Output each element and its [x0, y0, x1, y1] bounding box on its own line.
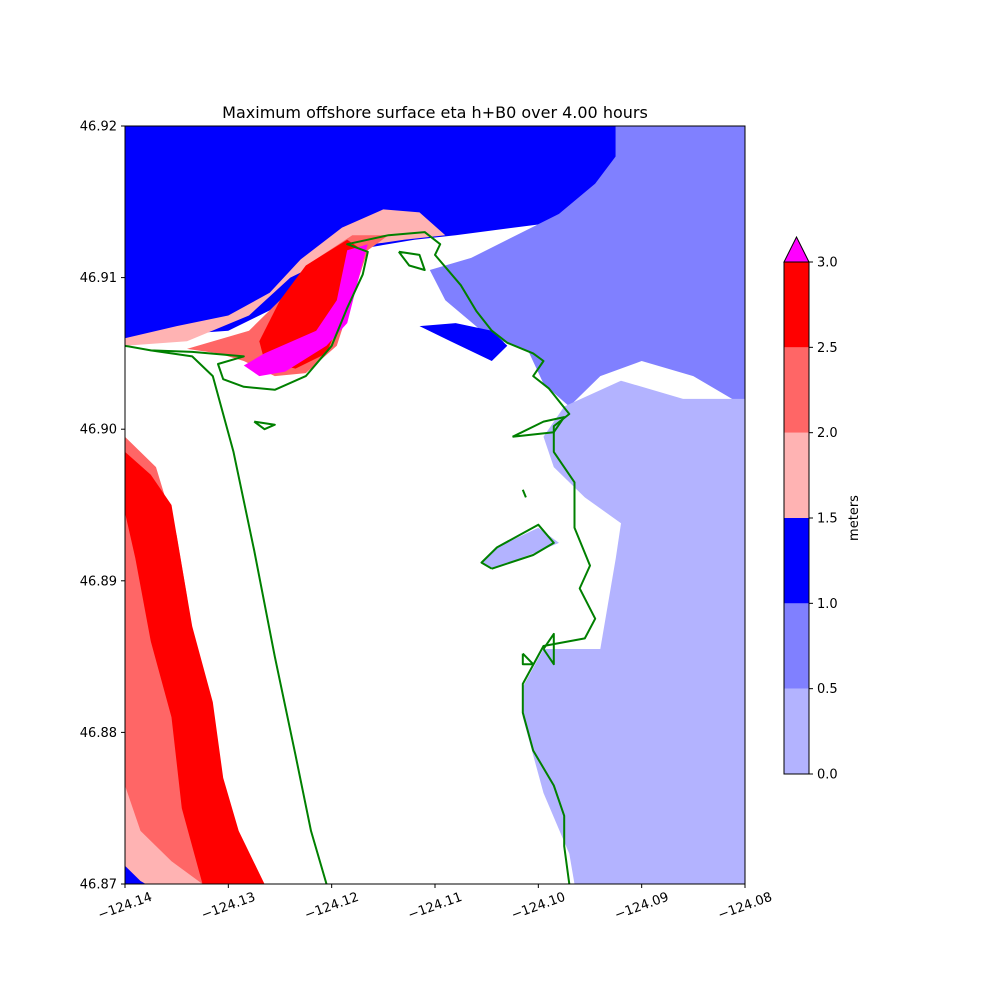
shoreline-segment [253, 420, 276, 431]
colorbar-tick-label: 1.0 [817, 597, 838, 612]
shoreline-segment [150, 349, 328, 884]
region-north-magenta [243, 244, 368, 377]
y-tick-label: 46.87 [80, 878, 117, 893]
y-tick-label: 46.92 [80, 120, 117, 135]
y-tick-label: 46.88 [80, 726, 117, 741]
colorbar-tick-label: 2.0 [817, 426, 838, 441]
colorbar-extend-arrow [783, 235, 810, 263]
region-bay-blue [419, 323, 508, 361]
colorbar-level [784, 518, 809, 604]
y-axis-ticks: 46.87 46.88 46.89 46.90 46.91 46.92 [80, 120, 125, 893]
colorbar-level [784, 347, 809, 433]
surface-eta-regions [125, 126, 745, 884]
colorbar-level [784, 432, 809, 518]
x-tick-label: −124.14 [96, 890, 154, 923]
colorbar-tick-label: 0.0 [817, 768, 838, 783]
region-east-dark [429, 126, 745, 407]
y-tick-label: 46.89 [80, 574, 117, 589]
x-tick-label: −124.11 [406, 890, 464, 923]
region-south-red [125, 451, 265, 884]
shoreline-segment [480, 523, 555, 570]
shoreline-segment [542, 632, 555, 666]
colorbar: 0.0 0.5 1.0 1.5 2.0 2.5 3.0 meters [783, 235, 862, 783]
shoreline-segment [125, 231, 597, 884]
region-north-red [259, 239, 363, 369]
x-tick-label: −124.13 [199, 890, 257, 923]
chart-title: Maximum offshore surface eta h+B0 over 4… [222, 103, 648, 122]
shoreline-segment [521, 652, 535, 666]
colorbar-tick-label: 0.5 [817, 682, 838, 697]
x-tick-label: −124.08 [716, 890, 774, 923]
region-south-blue [125, 865, 146, 884]
colorbar-tick-label: 3.0 [817, 256, 838, 271]
colorbar-level [784, 262, 809, 348]
y-tick-label: 46.90 [80, 423, 117, 438]
colorbar-tick-label: 2.5 [817, 341, 838, 356]
region-east-light [522, 380, 745, 884]
shoreline-contours [125, 231, 597, 884]
colorbar-label: meters [847, 495, 862, 541]
region-south-pink [125, 785, 203, 884]
colorbar-level [784, 688, 809, 774]
y-tick-label: 46.91 [80, 271, 117, 286]
shoreline-segment [512, 416, 566, 438]
region-river-light [481, 527, 559, 569]
x-axis-ticks: −124.14 −124.13 −124.12 −124.11 −124.10 −124.… [96, 884, 774, 923]
x-tick-label: −124.09 [613, 890, 671, 923]
x-tick-label: −124.10 [509, 890, 567, 923]
colorbar-tick-label: 1.5 [817, 512, 838, 527]
shoreline-segment [521, 489, 527, 498]
shoreline-segment [398, 250, 426, 271]
colorbar-level [784, 603, 809, 689]
x-tick-label: −124.12 [303, 890, 361, 923]
